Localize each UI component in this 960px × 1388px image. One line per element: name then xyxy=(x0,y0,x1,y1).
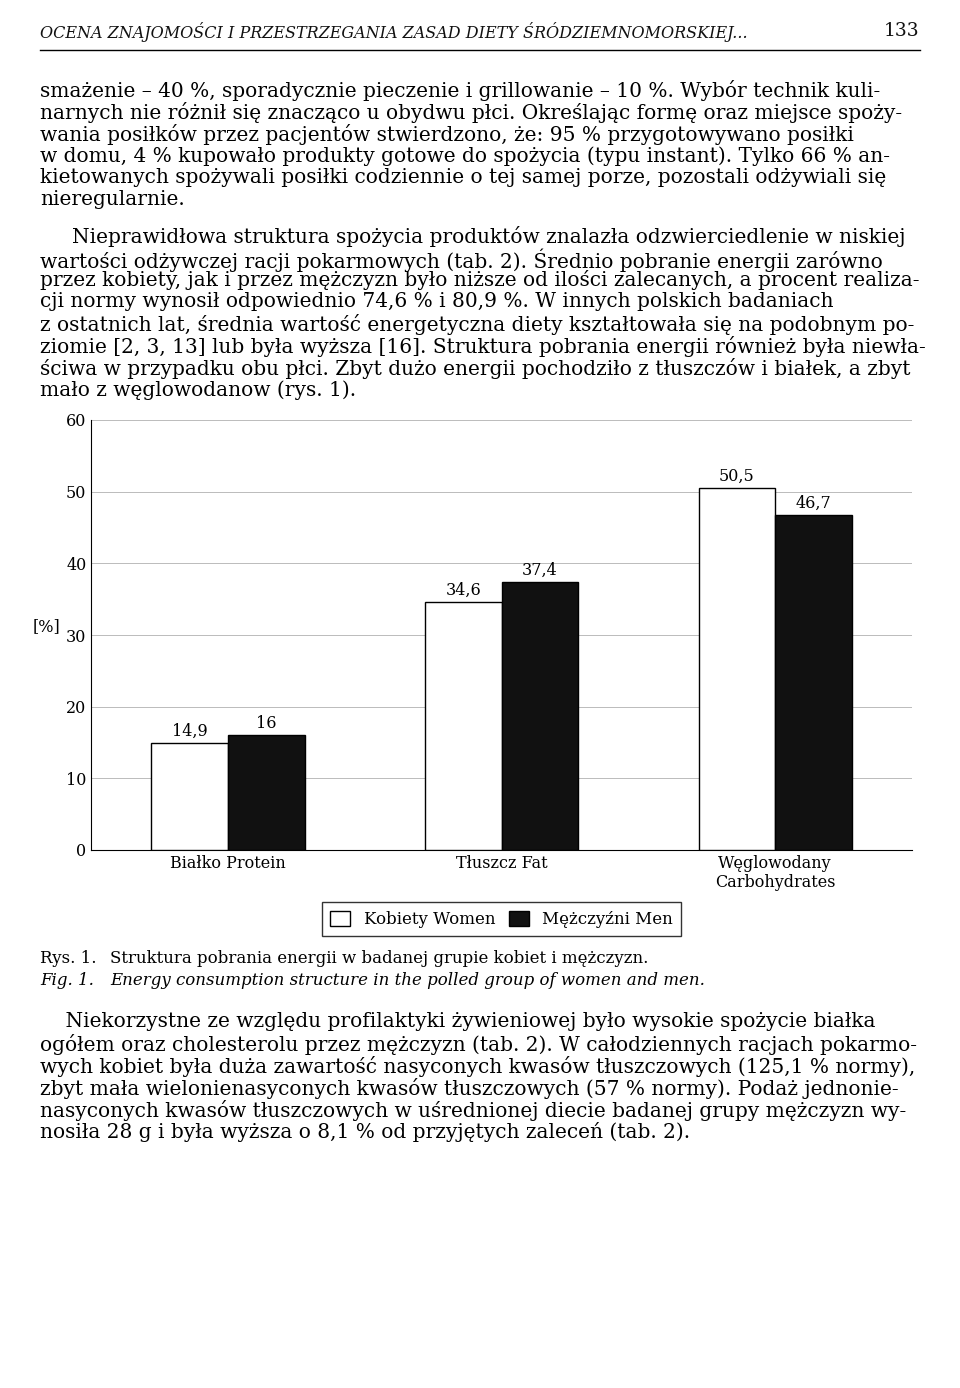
Text: ściwa w przypadku obu płci. Zbyt dużo energii pochodziło z tłuszczów i białek, a: ściwa w przypadku obu płci. Zbyt dużo en… xyxy=(40,358,911,379)
Text: Niekorzystne ze względu profilaktyki żywieniowej było wysokie spożycie białka: Niekorzystne ze względu profilaktyki żyw… xyxy=(40,1012,876,1031)
Legend: Kobiety Women, Mężczyźni Men: Kobiety Women, Mężczyźni Men xyxy=(323,902,681,937)
Text: 34,6: 34,6 xyxy=(445,582,481,598)
Text: 133: 133 xyxy=(884,22,920,40)
Bar xyxy=(152,743,228,849)
Text: mało z węglowodanow (rys. 1).: mało z węglowodanow (rys. 1). xyxy=(40,380,356,400)
Text: narnych nie różnił się znacząco u obydwu płci. Określając formę oraz miejsce spo: narnych nie różnił się znacząco u obydwu… xyxy=(40,101,902,124)
Text: 37,4: 37,4 xyxy=(522,561,558,579)
Y-axis label: [%]: [%] xyxy=(33,618,60,634)
Text: 50,5: 50,5 xyxy=(719,468,755,484)
Text: Nieprawidłowa struktura spożycia produktów znalazła odzwierciedlenie w niskiej: Nieprawidłowa struktura spożycia produkt… xyxy=(72,226,905,247)
Text: OCENA ZNAJOMOŚCI I PRZESTRZEGANIA ZASAD DIETY ŚRÓDZIEMNOMORSKIEJ...: OCENA ZNAJOMOŚCI I PRZESTRZEGANIA ZASAD … xyxy=(40,22,748,42)
Bar xyxy=(228,736,304,849)
Bar xyxy=(699,489,775,849)
Text: kietowanych spożywali posiłki codziennie o tej samej porze, pozostali odżywiali : kietowanych spożywali posiłki codziennie… xyxy=(40,168,887,187)
Text: smażenie – 40 %, sporadycznie pieczenie i grillowanie – 10 %. Wybór technik kuli: smażenie – 40 %, sporadycznie pieczenie … xyxy=(40,81,880,101)
Text: Struktura pobrania energii w badanej grupie kobiet i mężczyzn.: Struktura pobrania energii w badanej gru… xyxy=(110,949,649,967)
Text: Energy consumption structure in the polled group of women and men.: Energy consumption structure in the poll… xyxy=(110,972,706,990)
Text: nosiła 28 g i była wyższa o 8,1 % od przyjętych zaleceń (tab. 2).: nosiła 28 g i była wyższa o 8,1 % od prz… xyxy=(40,1122,690,1142)
Text: ogółem oraz cholesterolu przez mężczyzn (tab. 2). W całodziennych racjach pokarm: ogółem oraz cholesterolu przez mężczyzn … xyxy=(40,1034,918,1055)
Text: nasyconych kwasów tłuszczowych w uśrednionej diecie badanej grupy mężczyzn wy-: nasyconych kwasów tłuszczowych w uśredni… xyxy=(40,1101,906,1122)
Text: 46,7: 46,7 xyxy=(796,494,831,512)
Text: 14,9: 14,9 xyxy=(172,723,207,740)
Text: przez kobiety, jak i przez mężczyzn było niższe od ilości zalecanych, a procent : przez kobiety, jak i przez mężczyzn było… xyxy=(40,271,920,290)
Bar xyxy=(425,602,501,849)
Text: wartości odżywczej racji pokarmowych (tab. 2). Średnio pobranie energii zarówno: wartości odżywczej racji pokarmowych (ta… xyxy=(40,248,883,272)
Text: wych kobiet była duża zawartość nasyconych kwasów tłuszczowych (125,1 % normy),: wych kobiet była duża zawartość nasycony… xyxy=(40,1056,916,1077)
Text: w domu, 4 % kupowało produkty gotowe do spożycia (typu instant). Tylko 66 % an-: w domu, 4 % kupowało produkty gotowe do … xyxy=(40,146,890,165)
Bar xyxy=(775,515,852,849)
Text: Rys. 1.: Rys. 1. xyxy=(40,949,97,967)
Text: nieregularnie.: nieregularnie. xyxy=(40,190,185,210)
Text: wania posiłków przez pacjentów stwierdzono, że: 95 % przygotowywano posiłki: wania posiłków przez pacjentów stwierdzo… xyxy=(40,124,854,144)
Bar xyxy=(501,582,578,849)
Text: cji normy wynosił odpowiednio 74,6 % i 80,9 %. W innych polskich badaniach: cji normy wynosił odpowiednio 74,6 % i 8… xyxy=(40,291,834,311)
Text: zbyt mała wielonienasyconych kwasów tłuszczowych (57 % normy). Podaż jednonie-: zbyt mała wielonienasyconych kwasów tłus… xyxy=(40,1078,899,1099)
Text: ziomie [2, 3, 13] lub była wyższa [16]. Struktura pobrania energii również była : ziomie [2, 3, 13] lub była wyższa [16]. … xyxy=(40,336,926,357)
Text: z ostatnich lat, średnia wartość energetyczna diety kształtowała się na podobnym: z ostatnich lat, średnia wartość energet… xyxy=(40,314,915,335)
Text: Fig. 1.: Fig. 1. xyxy=(40,972,94,990)
Text: 16: 16 xyxy=(256,715,276,731)
